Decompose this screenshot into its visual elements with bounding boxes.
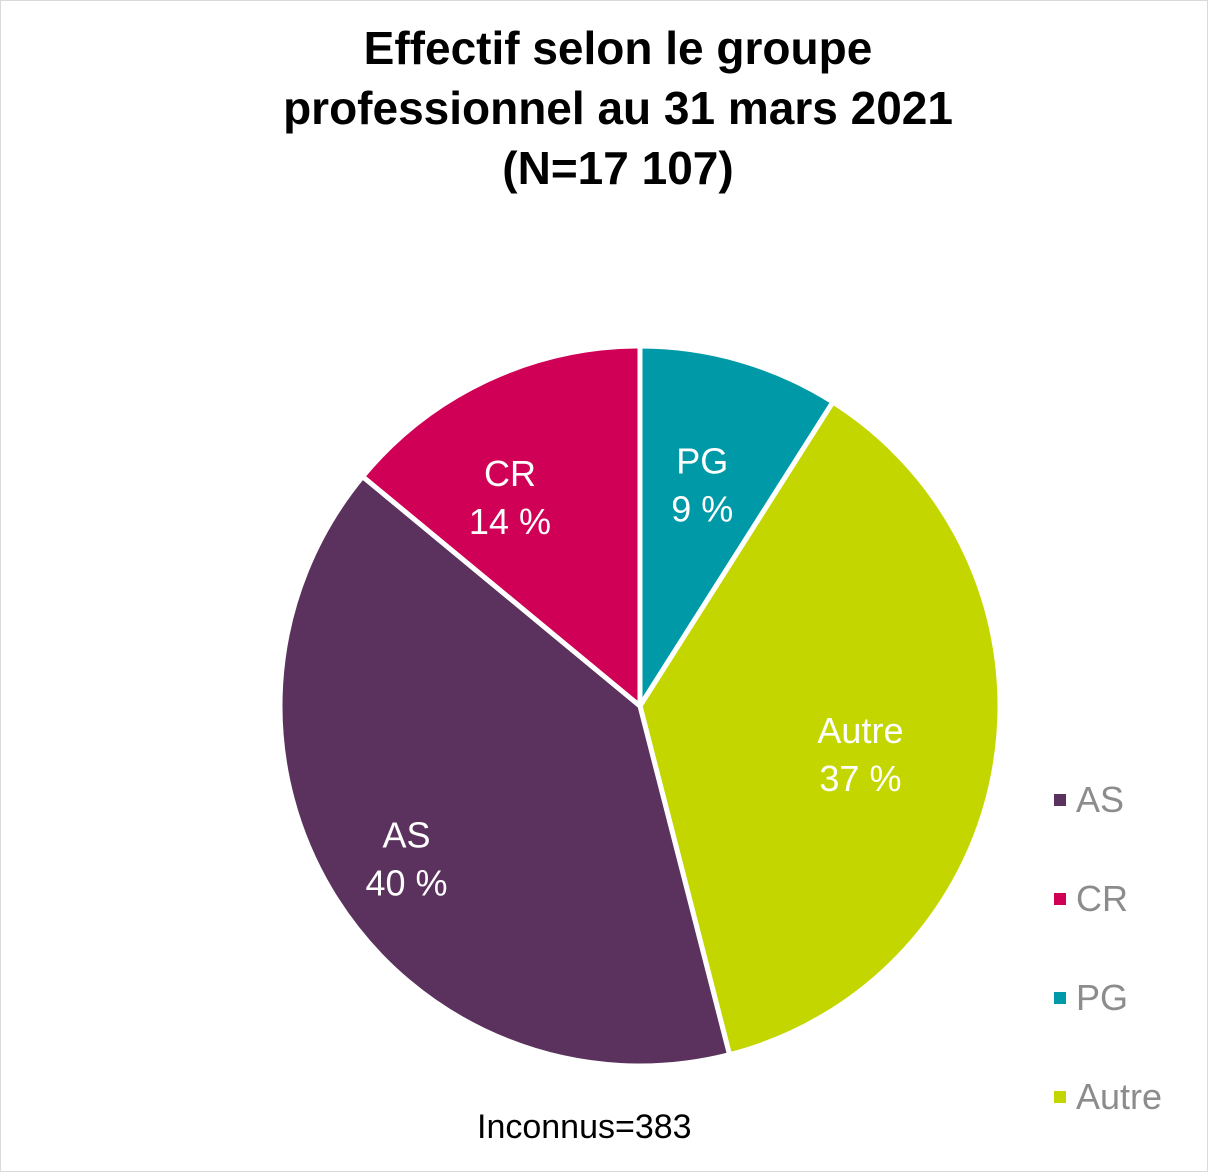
slice-name-label-as: AS — [383, 815, 431, 856]
legend-label-cr: CR — [1076, 878, 1128, 919]
legend-item-pg[interactable]: PG — [1054, 977, 1129, 1018]
chart-title: Effectif selon le groupe professionnel a… — [0, 18, 1208, 198]
pie-slice-autre[interactable] — [637, 399, 1003, 1058]
slice-value-label-autre: 37 % — [819, 758, 901, 799]
pie-slice-pg[interactable] — [637, 343, 836, 709]
slice-name-label-pg: PG — [676, 441, 728, 482]
footnote-unknown-count: Inconnus=383 — [477, 1108, 692, 1146]
slice-name-label-autre: Autre — [817, 710, 903, 751]
slice-value-label-cr: 14 % — [469, 501, 551, 542]
legend-item-cr[interactable]: CR — [1054, 878, 1128, 919]
slice-name-label-cr: CR — [484, 453, 536, 494]
legend-label-as: AS — [1076, 779, 1125, 820]
legend-swatch-as — [1054, 794, 1066, 806]
legend-swatch-pg — [1054, 992, 1066, 1004]
slice-value-label-pg: 9 % — [671, 489, 733, 530]
slice-value-label-as: 40 % — [366, 863, 448, 904]
legend-item-as[interactable]: AS — [1054, 779, 1125, 820]
legend-swatch-cr — [1054, 893, 1066, 905]
legend-label-pg: PG — [1076, 977, 1129, 1018]
legend-swatch-autre — [1054, 1091, 1066, 1103]
pie-slice-as[interactable] — [277, 474, 733, 1069]
chart-title-line-3: (N=17 107) — [502, 142, 734, 194]
chart-title-line-2: professionnel au 31 mars 2021 — [283, 82, 953, 134]
chart-title-line-1: Effectif selon le groupe — [363, 22, 873, 74]
pie-slice-cr[interactable] — [360, 343, 643, 709]
legend-label-autre: Autre — [1076, 1076, 1163, 1117]
legend-item-autre[interactable]: Autre — [1054, 1076, 1163, 1117]
